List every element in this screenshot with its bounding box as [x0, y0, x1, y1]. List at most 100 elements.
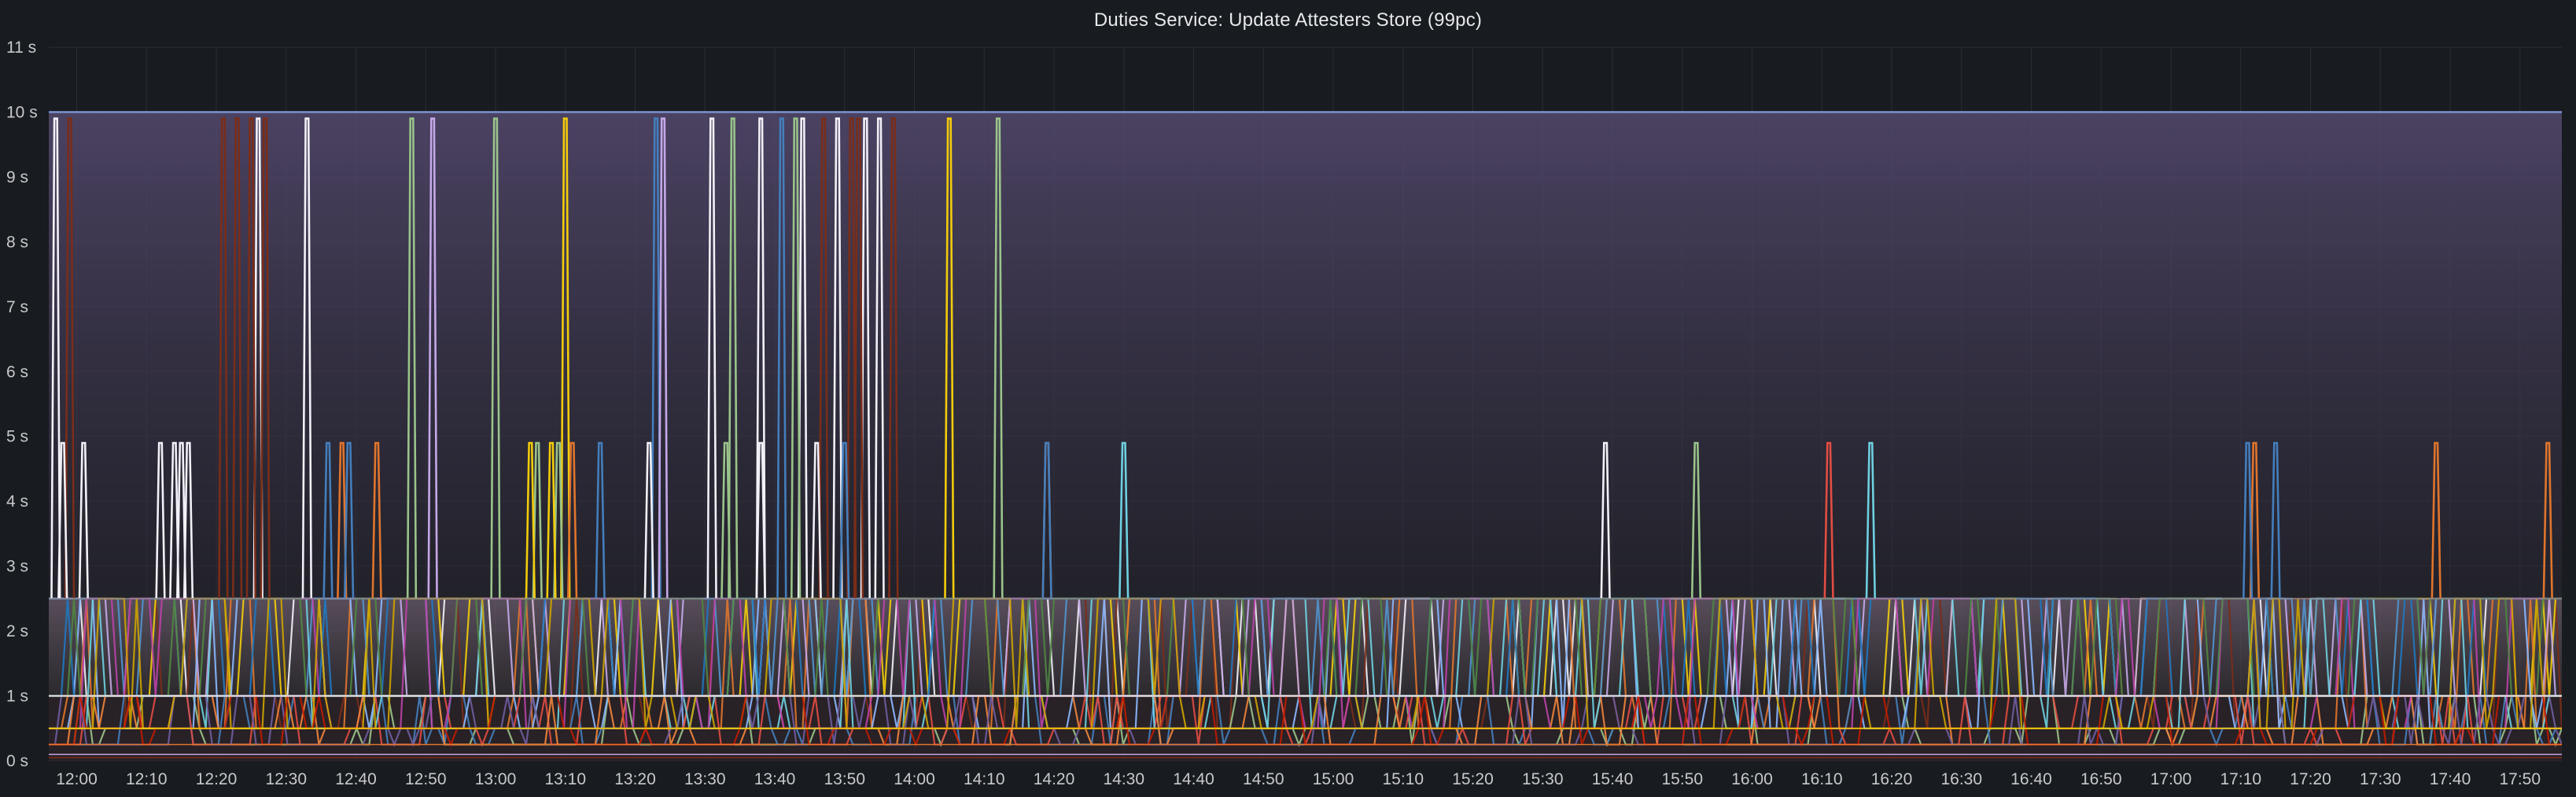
x-tick-label: 14:40 — [1173, 770, 1214, 788]
peak-5s-spike — [2430, 441, 2441, 599]
peak-5s-spike — [2242, 441, 2254, 599]
peak-5s-spike — [567, 441, 578, 599]
peak-5s-spike — [2542, 441, 2553, 599]
y-tick-label: 0 s — [6, 752, 28, 770]
y-tick-label: 11 s — [6, 39, 36, 57]
peak-10s-spike — [832, 117, 843, 599]
x-tick-label: 13:50 — [824, 770, 865, 788]
peak-5s-spike — [532, 441, 543, 599]
y-tick-label: 5 s — [6, 428, 28, 446]
peak-5s-spike — [78, 441, 89, 599]
peak-10s-spike — [846, 117, 857, 599]
peak-5s-spike — [546, 441, 557, 599]
peak-10s-spike — [888, 117, 899, 599]
peak-10s-spike — [874, 117, 885, 599]
y-tick-label: 7 s — [6, 298, 28, 316]
x-tick-label: 17:50 — [2499, 770, 2541, 788]
x-tick-label: 17:00 — [2150, 770, 2192, 788]
peak-10s-spike — [490, 117, 501, 599]
x-tick-label: 17:10 — [2220, 770, 2261, 788]
peak-5s-spike — [1118, 441, 1130, 599]
peak-5s-spike — [176, 441, 187, 599]
peak-10s-spike — [427, 117, 438, 599]
x-tick-label: 13:40 — [754, 770, 796, 788]
peak-5s-spike — [811, 441, 822, 599]
y-tick-label: 8 s — [6, 233, 28, 251]
peak-5s-spike — [595, 441, 606, 599]
peak-10s-spike — [860, 117, 871, 599]
x-tick-label: 14:30 — [1103, 770, 1144, 788]
x-tick-label: 12:20 — [196, 770, 238, 788]
peak-10s-spike — [560, 117, 571, 599]
peak-5s-spike — [2270, 441, 2281, 599]
x-tick-label: 17:20 — [2290, 770, 2331, 788]
peak-5s-spike — [322, 441, 334, 599]
x-tick-label: 12:30 — [265, 770, 307, 788]
panel-title[interactable]: Duties Service: Update Attesters Store (… — [1093, 9, 1483, 31]
peak-5s-spike — [57, 441, 68, 599]
y-axis: 0 s 1 s 2 s 3 s 4 s 5 s 6 s 7 s 8 s 9 s 10 s 11 s — [6, 39, 38, 770]
peak-10s-spike — [260, 117, 271, 599]
peak-5s-spike — [755, 441, 766, 599]
peak-5s-spike — [1823, 441, 1834, 599]
peak-10s-spike — [706, 117, 717, 599]
x-tick-label: 14:10 — [964, 770, 1005, 788]
peak-10s-spike — [790, 117, 802, 599]
y-tick-label: 3 s — [6, 558, 28, 576]
peak-5s-spike — [371, 441, 382, 599]
x-tick-label: 12:50 — [405, 770, 447, 788]
area-bands — [49, 112, 2562, 761]
x-tick-label: 13:30 — [684, 770, 726, 788]
peak-5s-spike — [1865, 441, 1876, 599]
x-tick-label: 12:00 — [56, 770, 98, 788]
x-tick-label: 15:20 — [1452, 770, 1494, 788]
x-tick-label: 16:30 — [1940, 770, 1982, 788]
y-tick-label: 2 s — [6, 622, 28, 640]
peak-10s-spike — [64, 117, 76, 599]
peak-5s-spike — [2249, 441, 2261, 599]
peak-5s-spike — [337, 441, 348, 599]
peak-5s-spike — [1690, 441, 1702, 599]
peak-5s-spike — [525, 441, 536, 599]
band-2.5s-to-10s — [49, 112, 2562, 599]
x-tick-label: 16:40 — [2010, 770, 2052, 788]
x-tick-label: 14:00 — [894, 770, 935, 788]
x-tick-label: 13:10 — [544, 770, 586, 788]
peak-10s-spike — [406, 117, 418, 599]
peak-10s-spike — [650, 117, 662, 599]
x-tick-label: 15:40 — [1592, 770, 1634, 788]
x-tick-label: 15:10 — [1382, 770, 1424, 788]
peak-5s-spike — [344, 441, 355, 599]
threshold-lines — [49, 111, 2562, 758]
x-tick-label: 13:20 — [614, 770, 656, 788]
y-tick-label: 1 s — [6, 688, 28, 706]
peak-10s-spike — [232, 117, 243, 599]
x-tick-label: 12:10 — [126, 770, 168, 788]
y-tick-label: 4 s — [6, 493, 28, 511]
peak-10s-spike — [944, 117, 955, 599]
peak-5s-spike — [169, 441, 180, 599]
x-tick-label: 16:20 — [1871, 770, 1913, 788]
peak-5s-spike — [182, 441, 194, 599]
peak-10s-spike — [728, 117, 739, 599]
peak-5s-spike — [1600, 441, 1611, 599]
x-tick-label: 17:30 — [2360, 770, 2401, 788]
peak-5s-spike — [553, 441, 564, 599]
x-tick-label: 15:50 — [1661, 770, 1703, 788]
peak-10s-spike — [252, 117, 263, 599]
peak-10s-spike — [993, 117, 1004, 599]
peak-10s-spike — [50, 117, 61, 599]
y-tick-label: 9 s — [6, 168, 28, 186]
x-tick-label: 14:20 — [1034, 770, 1075, 788]
peak-10s-spike — [818, 117, 829, 599]
peak-5s-spike — [839, 441, 850, 599]
peak-10s-spike — [301, 117, 312, 599]
x-tick-label: 16:00 — [1731, 770, 1773, 788]
x-tick-label: 15:00 — [1313, 770, 1354, 788]
peak-5s-spike — [643, 441, 654, 599]
peak-10s-spike — [658, 117, 669, 599]
x-tick-label: 15:30 — [1522, 770, 1564, 788]
x-tick-label: 16:50 — [2080, 770, 2122, 788]
peak-10s-spike — [245, 117, 256, 599]
